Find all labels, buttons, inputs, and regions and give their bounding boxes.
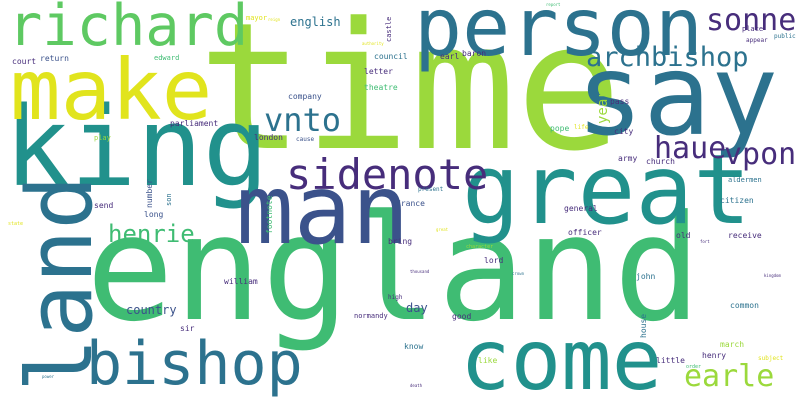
word-cause: cause xyxy=(296,136,315,143)
word-number: number xyxy=(145,179,154,208)
word-normandy: normandy xyxy=(354,312,388,320)
word-good: good xyxy=(452,312,472,321)
word-parliament: parliament xyxy=(170,119,219,128)
word-send: send xyxy=(94,201,114,210)
word-old: old xyxy=(676,231,691,240)
word-know: know xyxy=(404,342,424,351)
word-reign: reign xyxy=(268,17,281,22)
word-year: year xyxy=(595,90,611,124)
word-house: house xyxy=(639,313,648,338)
word-receive: receive xyxy=(728,231,762,240)
word-church: church xyxy=(646,157,675,166)
word-country: country xyxy=(126,303,177,317)
word-sir: sir xyxy=(180,324,195,333)
word-company: company xyxy=(288,92,322,101)
word-footnote: footnote xyxy=(265,195,274,234)
word-come: come xyxy=(460,311,663,400)
word-present: present xyxy=(418,186,444,193)
word-earl: earl xyxy=(440,52,460,61)
word-state: state xyxy=(8,221,24,227)
word-henrie: henrie xyxy=(108,220,195,248)
word-little: little xyxy=(656,356,685,365)
word-report: report xyxy=(546,2,561,7)
word-character: character xyxy=(466,244,494,250)
word-sidenote: sidenote xyxy=(286,150,489,199)
word-council: council xyxy=(374,52,408,61)
word-officer: officer xyxy=(568,228,602,237)
word-place: place xyxy=(742,25,764,33)
word-fort: fort xyxy=(700,239,710,244)
word-aldermen: aldermen xyxy=(728,176,762,184)
word-citizen: citizen xyxy=(720,196,754,205)
word-lord: lord xyxy=(484,256,504,265)
word-play: play xyxy=(94,134,111,142)
word-person: person xyxy=(414,0,703,74)
word-like: like xyxy=(478,356,498,365)
word-theatre: theatre xyxy=(364,83,398,92)
word-man: man xyxy=(236,154,410,266)
word-day: day xyxy=(406,301,428,315)
word-son: son xyxy=(165,193,173,206)
word-return: return xyxy=(40,54,69,63)
word-william: william xyxy=(224,277,258,286)
word-baron: baron xyxy=(462,49,487,58)
word-time: time xyxy=(198,0,622,190)
word-authority: authority xyxy=(362,41,384,46)
word-great-small: great xyxy=(436,227,449,232)
word-france: france xyxy=(396,199,425,208)
word-bring: bring xyxy=(388,237,413,246)
word-pass: pass xyxy=(610,97,630,106)
word-life: life xyxy=(574,124,589,131)
word-appear: appear xyxy=(746,37,768,44)
word-vnto: vnto xyxy=(264,101,342,139)
word-pope: pope xyxy=(550,124,570,133)
word-england: england xyxy=(86,184,702,354)
word-richard: richard xyxy=(8,0,249,59)
word-castle: castle xyxy=(385,16,393,42)
word-letter: letter xyxy=(364,67,393,76)
word-crown: crown xyxy=(512,271,525,276)
word-john: john xyxy=(636,272,656,281)
word-henry: henry xyxy=(702,351,727,360)
word-power: power xyxy=(42,374,55,379)
word-mayor: mayor xyxy=(246,14,268,22)
word-make: make xyxy=(10,41,213,139)
word-bishop: bishop xyxy=(86,329,303,399)
word-thousand: thousand xyxy=(410,269,430,274)
word-subject: subject xyxy=(758,355,784,362)
word-death: death xyxy=(410,383,423,388)
word-vpon: vpon xyxy=(724,137,797,172)
word-high: high xyxy=(388,294,403,301)
word-sonne: sonne xyxy=(706,3,797,38)
word-say: say xyxy=(576,31,779,161)
word-king: king xyxy=(4,83,269,211)
word-common: common xyxy=(730,301,759,310)
word-march: march xyxy=(720,340,745,349)
word-great: great xyxy=(462,134,751,246)
word-archbishop: archbishop xyxy=(586,42,749,73)
word-city: city xyxy=(614,127,634,136)
word-edward: edward xyxy=(154,54,180,62)
word-haue: haue xyxy=(654,131,727,166)
word-order: order xyxy=(686,364,702,370)
word-general: general xyxy=(564,204,598,213)
word-english: english xyxy=(290,15,341,29)
word-london: london xyxy=(254,133,283,142)
word-kingdom: kingdom xyxy=(764,273,781,278)
word-public: public xyxy=(774,33,796,40)
word-long: long xyxy=(144,210,164,219)
word-army: army xyxy=(618,154,638,163)
word-court: court xyxy=(12,57,37,66)
word-earle: earle xyxy=(684,359,775,394)
